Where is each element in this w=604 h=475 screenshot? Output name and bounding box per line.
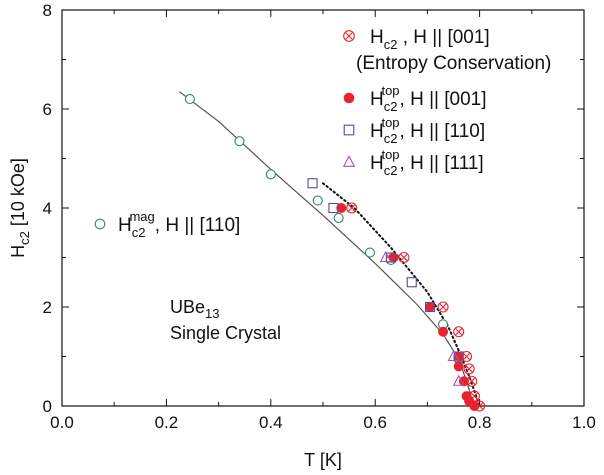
legend-entry: Hc2top, H || [110] (343, 115, 485, 146)
legend-entry: Hc2mag, H || [110] (94, 209, 240, 240)
legend-label-rest: , H || [001] (397, 27, 489, 48)
legend-label-sub: c2 (384, 163, 398, 178)
legend-label-rest: , H || [110] (400, 121, 486, 142)
legend-entry: Hc2 , H || [001](Entropy Conservation) (343, 27, 551, 74)
circle-x-cross (439, 303, 447, 311)
circle-x-marker (398, 251, 410, 264)
legend-label-sub: c2 (384, 131, 398, 146)
legend-label-main: H (370, 153, 384, 174)
open-circle-marker (234, 136, 245, 147)
circle-x-cross (345, 32, 353, 40)
legend-label-rest: , H || [110] (155, 215, 241, 236)
circle-x-marker (453, 326, 465, 338)
legend-label-main: H (370, 121, 384, 142)
filled-circle-marker (469, 401, 480, 411)
circle-x-cross (468, 377, 476, 385)
legend-label-sup: top (381, 115, 399, 130)
y-axis-title-unit-text: [10 kOe] (8, 158, 28, 226)
series-open-triangle (379, 250, 465, 386)
legend-label-sup: mag (129, 209, 154, 224)
open-triangle-marker (379, 250, 392, 263)
legend-entry: Hc2top, H || [001] (343, 83, 487, 114)
legend-label: Hc2 , H || [001] (370, 27, 490, 52)
y-tick-label: 8 (43, 1, 52, 20)
dotted-fit-line (322, 182, 481, 407)
circle-x-cross (455, 328, 463, 336)
legend-label-rest: , H || [111] (400, 153, 484, 174)
y-tick-label: 4 (43, 199, 52, 218)
x-tick-label: 0.4 (259, 413, 283, 432)
data-points (184, 94, 486, 412)
circle-x-marker (343, 30, 355, 42)
open-circle-marker (184, 94, 195, 105)
circle-x-marker (437, 301, 449, 313)
circle-x-cross (465, 365, 473, 373)
circle-x-cross (463, 353, 471, 360)
legend-label: Hc2top, H || [110] (370, 115, 485, 146)
y-tick-label: 6 (43, 100, 52, 119)
series-filled-circle (336, 203, 480, 411)
legend-label-line2: (Entropy Conservation) (356, 53, 551, 74)
series-circle-x (346, 202, 486, 412)
filled-circle-marker (453, 351, 464, 362)
filled-circle-marker (453, 361, 464, 372)
legend-label-main: H (370, 27, 384, 48)
solid-fit-line (179, 91, 475, 407)
open-circle-marker (364, 247, 376, 258)
legend-label-sub: c2 (132, 225, 146, 240)
legend-label-sup: top (381, 147, 399, 162)
circle-x-cross (400, 254, 408, 261)
x-axis-title: T [K] (304, 450, 342, 470)
filled-circle-marker (425, 302, 436, 312)
circle-x-marker (346, 202, 358, 214)
x-tick-label: 0.8 (468, 413, 492, 432)
open-circle-marker (333, 212, 344, 223)
x-tick-label: 0.2 (155, 413, 179, 432)
circle-x-marker (463, 363, 475, 375)
y-tick-label: 2 (43, 298, 52, 317)
legend-label-main: H (370, 89, 384, 110)
legend-label-main: H (118, 215, 132, 236)
circle-x-cross (348, 204, 356, 212)
legend-label: Hc2top, H || [001] (370, 83, 487, 114)
x-tick-label: 1.0 (572, 413, 596, 432)
y-axis-title: Hc2 [10 kOe] (8, 158, 32, 258)
legend-label-sub: c2 (384, 99, 398, 114)
x-tick-label: 0.0 (50, 413, 74, 432)
open-circle-marker (94, 218, 106, 230)
open-square-marker (343, 124, 355, 136)
sample-annotation-subscript: 13 (205, 306, 219, 321)
x-tick-label: 0.6 (363, 413, 387, 432)
axis-ticks: 0.0 0.2 0.4 0.6 0.8 1.0 0 2 4 6 8 (43, 1, 596, 432)
filled-circle-marker (336, 203, 347, 213)
legend-label: Hc2mag, H || [110] (118, 209, 240, 240)
open-triangle-marker (342, 155, 356, 167)
open-square-marker (406, 277, 417, 288)
filled-circle-marker (438, 326, 449, 337)
y-axis-title-main: H (8, 245, 28, 258)
open-square-marker (328, 202, 339, 214)
open-triangle-marker (452, 374, 465, 386)
filled-circle-marker (458, 376, 469, 387)
y-tick-label: 0 (43, 397, 52, 416)
legend-label-sup: top (381, 83, 399, 98)
legend-entry: Hc2top, H || [111] (342, 147, 484, 178)
y-axis-title-sub: c2 (17, 231, 32, 245)
legend: Hc2 , H || [001](Entropy Conservation)Hc… (94, 27, 551, 240)
sample-annotation-formula: UBe (170, 297, 205, 317)
open-square-marker (424, 301, 436, 313)
open-square-marker (307, 178, 318, 189)
legend-label-rest: , H || [001] (400, 89, 487, 110)
legend-label-sub: c2 (384, 37, 398, 52)
filled-circle-marker (343, 92, 355, 104)
open-circle-marker (312, 195, 323, 206)
legend-label: Hc2top, H || [111] (370, 147, 484, 178)
open-triangle-marker (447, 349, 460, 362)
open-circle-marker (265, 169, 276, 180)
sample-annotation-line2: Single Crystal (170, 323, 281, 343)
sample-annotation-line1: UBe13 (170, 297, 219, 321)
